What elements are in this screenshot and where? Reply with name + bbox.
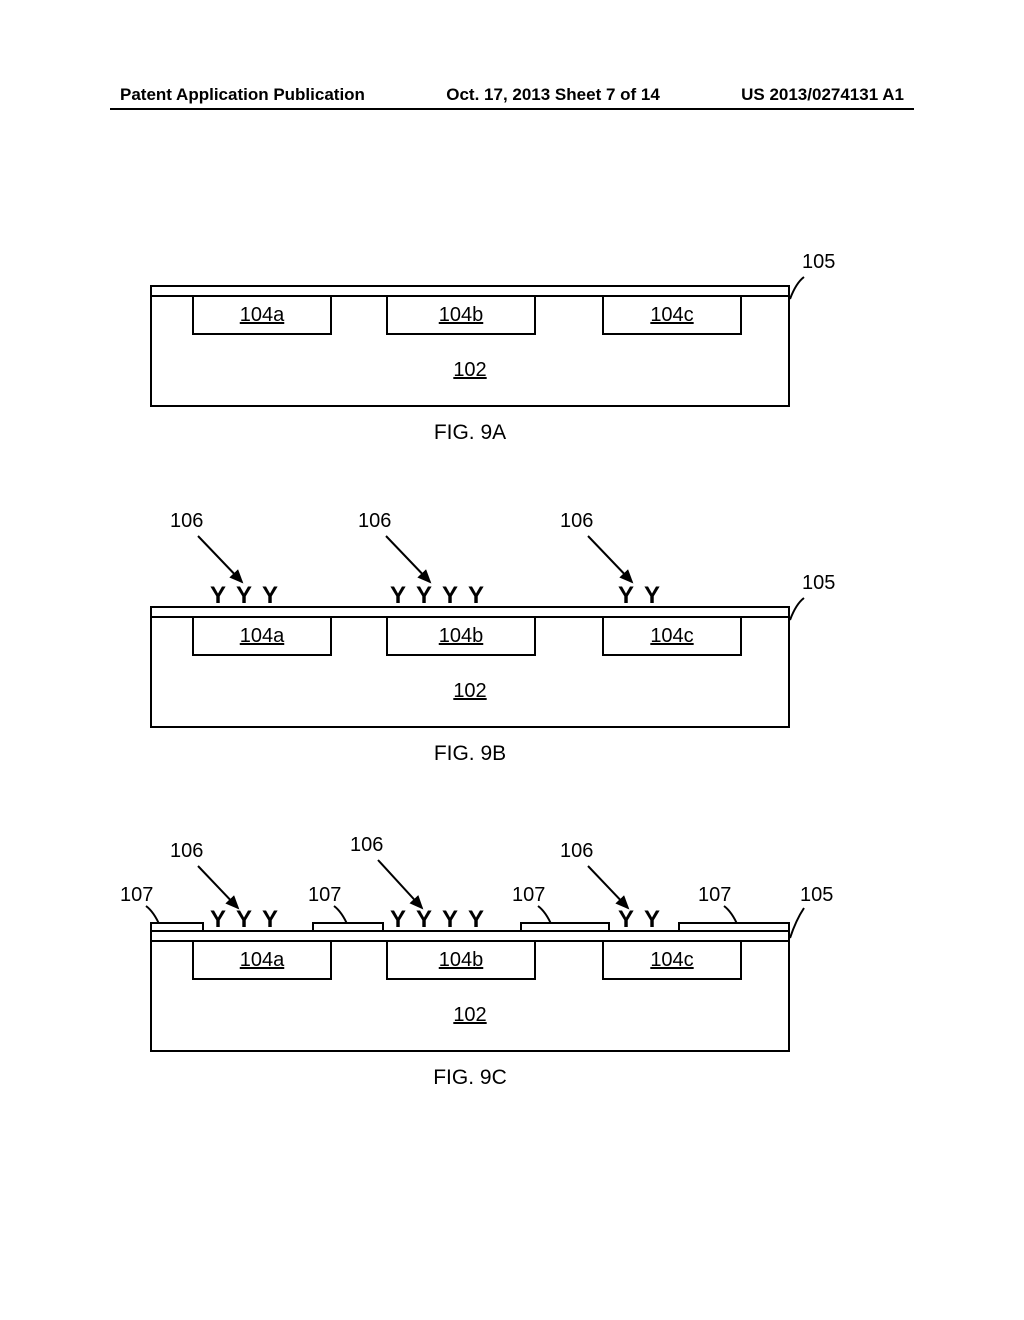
y-icon: Y xyxy=(468,584,484,608)
y-group-c-9b: Y Y xyxy=(618,584,660,608)
page-header: Patent Application Publication Oct. 17, … xyxy=(0,85,1024,105)
arrow-106-b3 xyxy=(584,532,644,592)
y-icon: Y xyxy=(644,908,660,932)
y-icon: Y xyxy=(618,584,634,608)
y-icon: Y xyxy=(644,584,660,608)
well-104c-9c: 104c xyxy=(602,942,742,980)
y-group-a-9b: Y Y Y xyxy=(210,584,278,608)
ref-105-a: 105 xyxy=(802,251,835,274)
well-104b-9b: 104b xyxy=(386,618,536,656)
y-icon: Y xyxy=(390,908,406,932)
y-icon: Y xyxy=(236,908,252,932)
well-104a-9a: 104a xyxy=(192,297,332,335)
header-center: Oct. 17, 2013 Sheet 7 of 14 xyxy=(446,85,660,105)
header-right: US 2013/0274131 A1 xyxy=(741,85,904,105)
ref-107-c2: 107 xyxy=(308,884,341,907)
y-icon: Y xyxy=(210,584,226,608)
ref-106-c3: 106 xyxy=(560,840,593,863)
y-group-b-9b: Y Y Y Y xyxy=(390,584,484,608)
ref-107-c1: 107 xyxy=(120,884,153,907)
y-icon: Y xyxy=(416,908,432,932)
ref-107-c4: 107 xyxy=(698,884,731,907)
substrate-9a: 104a 104b 104c 102 xyxy=(150,285,790,407)
y-icon: Y xyxy=(262,908,278,932)
y-icon: Y xyxy=(468,908,484,932)
header-left: Patent Application Publication xyxy=(120,85,365,105)
well-104a-9c: 104a xyxy=(192,942,332,980)
well-104c-9b: 104c xyxy=(602,618,742,656)
well-104b-9c: 104b xyxy=(386,942,536,980)
substrate-9b: 104a 104b 104c 102 xyxy=(150,606,790,728)
ref-107-c3: 107 xyxy=(512,884,545,907)
ref-105-b: 105 xyxy=(802,572,835,595)
ref-106-c2: 106 xyxy=(350,834,383,857)
ref-106-b3: 106 xyxy=(560,510,593,533)
y-icon: Y xyxy=(236,584,252,608)
caption-9a: FIG. 9A xyxy=(150,421,790,445)
top-layer-9a xyxy=(152,287,788,297)
ref-105-c: 105 xyxy=(800,884,833,907)
well-104c-9a: 104c xyxy=(602,297,742,335)
ref-106-b1: 106 xyxy=(170,510,203,533)
y-group-b-9c: Y Y Y Y xyxy=(390,908,484,932)
y-icon: Y xyxy=(618,908,634,932)
substrate-9c: 104a 104b 104c 102 xyxy=(150,930,790,1052)
top-layer-9b xyxy=(152,608,788,618)
y-icon: Y xyxy=(210,908,226,932)
well-104b-9a: 104b xyxy=(386,297,536,335)
well-104a-9b: 104a xyxy=(192,618,332,656)
y-group-c-9c: Y Y xyxy=(618,908,660,932)
figure-9b: 106 106 106 Y Y Y Y Y Y Y Y Y 105 104a 1… xyxy=(150,510,790,766)
substrate-label-9b: 102 xyxy=(152,680,788,703)
header-rule xyxy=(110,108,914,110)
top-layer-9c xyxy=(152,932,788,942)
y-icon: Y xyxy=(416,584,432,608)
y-icon: Y xyxy=(262,584,278,608)
figure-9a: 105 104a 104b 104c 102 FIG. 9A xyxy=(150,285,790,445)
substrate-label-9c: 102 xyxy=(152,1004,788,1027)
y-icon: Y xyxy=(442,908,458,932)
substrate-label-9a: 102 xyxy=(152,359,788,382)
y-icon: Y xyxy=(442,584,458,608)
y-icon: Y xyxy=(390,584,406,608)
caption-9c: FIG. 9C xyxy=(150,1066,790,1090)
figure-9c: 106 106 106 107 107 107 107 105 Y Y Y Y xyxy=(150,840,790,1090)
ref-106-c1: 106 xyxy=(170,840,203,863)
y-group-a-9c: Y Y Y xyxy=(210,908,278,932)
ref-106-b2: 106 xyxy=(358,510,391,533)
caption-9b: FIG. 9B xyxy=(150,742,790,766)
